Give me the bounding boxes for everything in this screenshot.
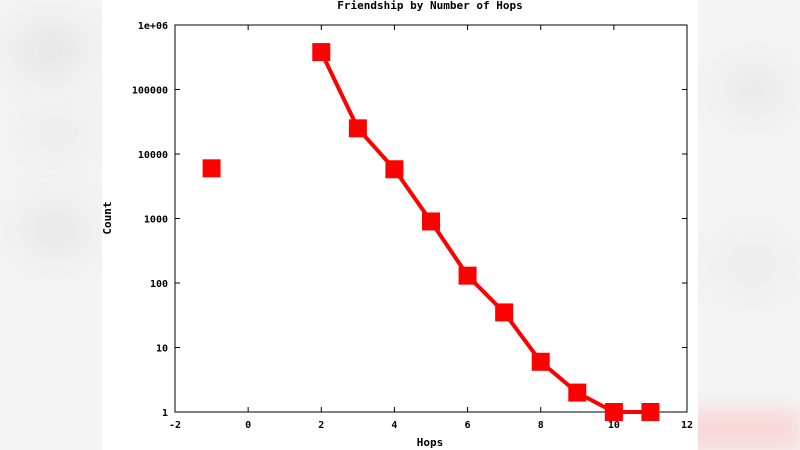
x-tick-label: 2 [318,420,324,431]
y-tick-label: 100 [150,279,168,290]
data-point-marker [202,159,221,178]
data-point-marker [531,352,550,371]
data-point-marker [495,303,514,322]
x-tick-label: 6 [465,420,471,431]
y-tick-label: 10 [156,344,168,355]
data-point-marker [348,119,367,138]
data-point-marker [568,383,587,402]
data-point-marker [458,266,477,285]
y-axis-label: Count [101,201,114,234]
data-point-marker [604,403,623,421]
x-tick-label: 4 [391,420,397,431]
data-point-marker [385,160,404,179]
data-point-marker [641,403,660,421]
y-tick-label: 10000 [138,150,168,161]
data-point-marker [422,212,440,231]
y-tick-label: 1e+06 [138,21,168,32]
background-blur [20,110,90,160]
x-axis-label: Hops [417,436,444,449]
x-tick-label: 8 [538,420,544,431]
x-tick-label: 0 [245,420,251,431]
chart-title: Friendship by Number of Hops [337,0,522,12]
background-blur [15,200,95,260]
background-blur [715,230,790,300]
x-tick-label: -2 [169,420,181,431]
x-tick-label: 10 [608,420,620,431]
data-point-marker [312,43,331,62]
chart-panel [102,0,698,450]
background-blur [720,60,790,120]
axis-ticks: -2 0 2 4 6 8 10 12 1 10 100 1000 10000 100000 1e+06 [132,21,693,431]
y-tick-label: 1000 [144,215,168,226]
series-friendship [202,43,660,421]
series-line [319,51,651,414]
y-tick-label: 1 [162,408,168,419]
background-blur [10,20,90,80]
x-tick-label: 12 [681,420,693,431]
y-tick-label: 100000 [132,86,168,97]
background-blur [680,410,800,450]
